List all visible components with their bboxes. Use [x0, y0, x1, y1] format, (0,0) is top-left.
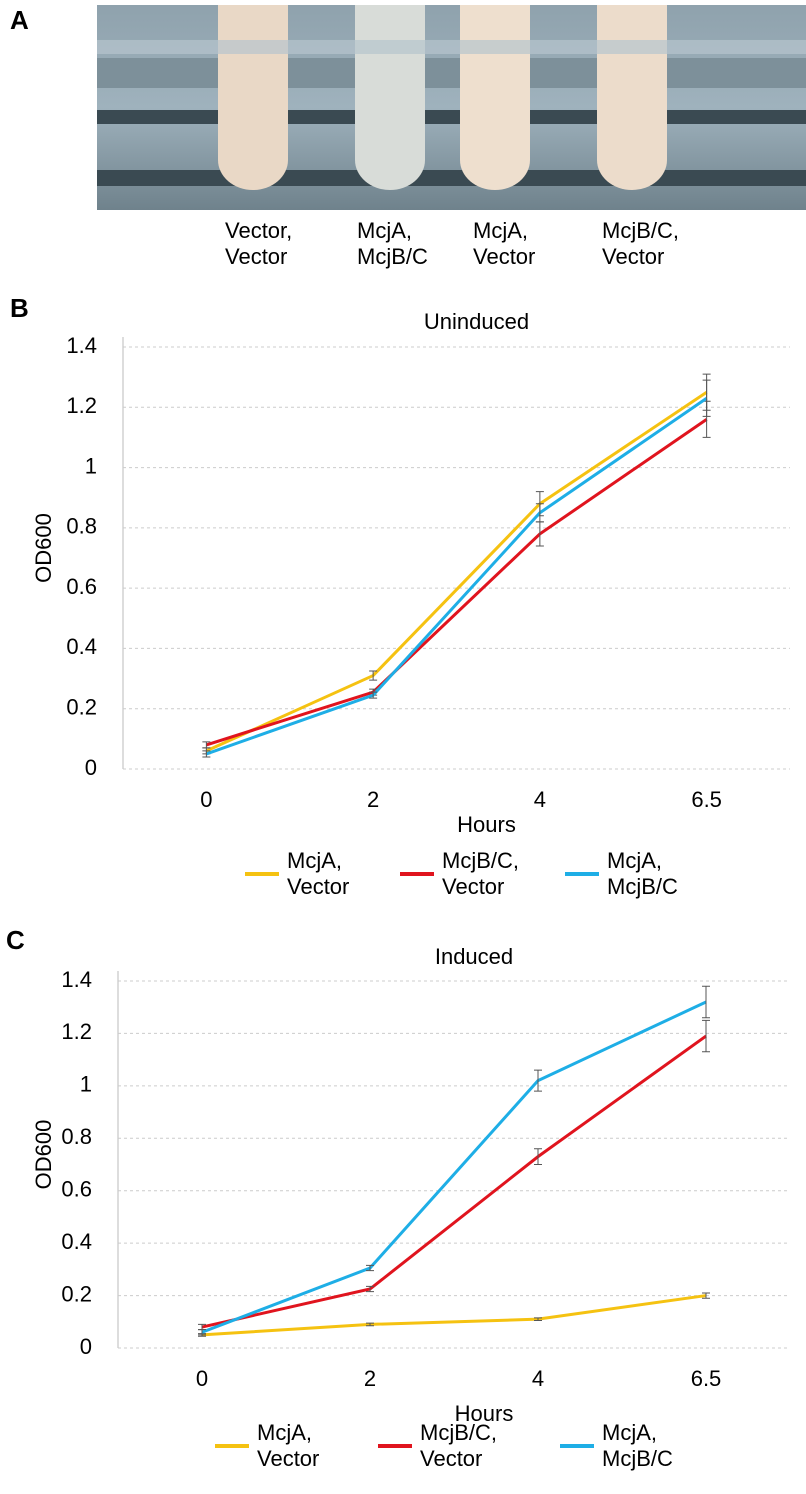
chart-title: Induced: [435, 944, 513, 969]
series-line: [201, 1294, 707, 1337]
x-tick-label: 0: [200, 787, 212, 812]
y-tick-label: 0: [85, 755, 97, 780]
error-bar: [534, 1148, 542, 1165]
error-bar: [366, 1285, 374, 1293]
panel-label: A: [10, 5, 29, 35]
legend-swatch: [560, 1444, 594, 1448]
y-tick-label: 0.4: [66, 634, 97, 659]
y-tick-label: 0.2: [66, 695, 97, 720]
y-tick-label: 1: [80, 1072, 92, 1097]
legend-swatch: [215, 1444, 249, 1448]
y-tick-label: 1.2: [66, 393, 97, 418]
error-bar: [366, 1264, 374, 1272]
error-bar: [369, 670, 378, 681]
tube-label: Vector, Vector: [225, 218, 293, 269]
x-tick-label: 6.5: [691, 1366, 722, 1391]
y-tick-label: 0.4: [61, 1229, 92, 1254]
error-bar: [702, 1292, 710, 1299]
y-tick-label: 0.8: [66, 514, 97, 539]
error-bar: [702, 1019, 710, 1053]
y-tick-label: 1.4: [61, 967, 92, 992]
error-bar: [702, 985, 710, 1019]
x-tick-label: 0: [196, 1366, 208, 1391]
y-tick-label: 0.8: [61, 1124, 92, 1149]
panel-label: C: [6, 925, 25, 955]
x-tick-label: 6.5: [691, 787, 722, 812]
x-tick-label: 4: [534, 787, 546, 812]
legend-label: McjA, Vector: [287, 848, 350, 899]
error-bar: [366, 1322, 374, 1327]
x-axis-label: Hours: [457, 812, 516, 837]
y-tick-label: 0.6: [61, 1177, 92, 1202]
panel-label: B: [10, 293, 29, 323]
legend-label: McjB/C, Vector: [420, 1420, 497, 1471]
error-bar: [534, 1069, 542, 1092]
y-tick-label: 1.4: [66, 333, 97, 358]
error-bar: [702, 379, 711, 417]
legend-swatch: [400, 872, 434, 876]
series-line: [205, 418, 708, 747]
x-tick-label: 4: [532, 1366, 544, 1391]
series-line: [201, 1034, 707, 1329]
legend-swatch: [245, 872, 279, 876]
series-line: [201, 1000, 707, 1334]
y-axis-label: OD600: [31, 513, 56, 583]
legend-label: McjA, McjB/C: [607, 848, 678, 899]
error-bar: [202, 741, 211, 749]
error-bar: [535, 521, 544, 547]
error-bar: [369, 691, 378, 699]
tube-label: McjB/C, Vector: [602, 218, 679, 269]
legend-label: McjA, McjB/C: [602, 1420, 673, 1471]
tube-label: McjA, Vector: [473, 218, 536, 269]
legend-swatch: [565, 872, 599, 876]
error-bar: [198, 1329, 206, 1336]
x-tick-label: 2: [367, 787, 379, 812]
y-tick-label: 0.6: [66, 574, 97, 599]
error-bar: [202, 750, 211, 758]
tube-label: McjA, McjB/C: [357, 218, 428, 269]
series-line: [205, 397, 708, 756]
legend-label: McjA, Vector: [257, 1420, 320, 1471]
legend-swatch: [378, 1444, 412, 1448]
x-axis-label: Hours: [455, 1401, 514, 1426]
x-tick-label: 2: [364, 1366, 376, 1391]
y-tick-label: 0: [80, 1334, 92, 1359]
y-tick-label: 1: [85, 453, 97, 478]
error-bar: [534, 1317, 542, 1321]
chart-title: Uninduced: [424, 309, 529, 334]
series-line: [205, 390, 708, 753]
error-bar: [535, 503, 544, 523]
photo: [97, 5, 806, 210]
legend-label: McjB/C, Vector: [442, 848, 519, 899]
y-axis-label: OD600: [31, 1120, 56, 1190]
y-tick-label: 1.2: [61, 1019, 92, 1044]
y-tick-label: 0.2: [61, 1281, 92, 1306]
